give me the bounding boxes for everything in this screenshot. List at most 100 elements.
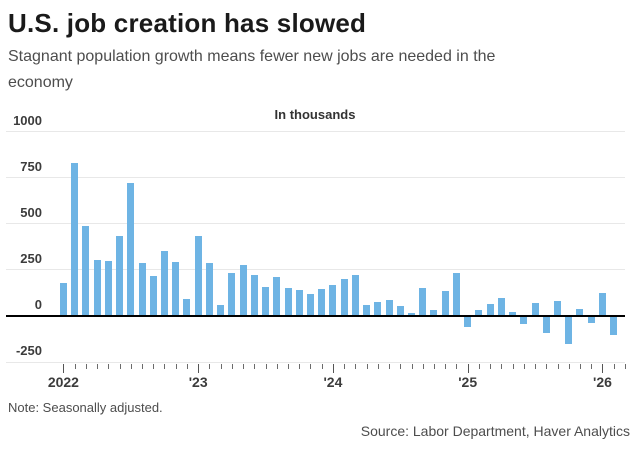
y-axis-label: 250 bbox=[20, 250, 42, 266]
x-tick bbox=[344, 364, 346, 369]
x-tick bbox=[535, 364, 537, 369]
x-tick bbox=[164, 364, 166, 369]
bar bbox=[217, 304, 225, 316]
source-text: Source: Labor Department, Haver Analytic… bbox=[360, 423, 630, 439]
x-axis-label: '25 bbox=[458, 374, 478, 390]
bar bbox=[486, 304, 494, 316]
x-tick bbox=[389, 364, 391, 369]
x-tick bbox=[153, 364, 155, 369]
bar bbox=[351, 274, 359, 316]
bar bbox=[116, 235, 124, 316]
x-tick bbox=[276, 364, 278, 369]
bar bbox=[329, 284, 337, 316]
gridline bbox=[6, 131, 625, 133]
x-tick bbox=[557, 364, 559, 369]
bar bbox=[172, 261, 180, 316]
chart-subtitle: Stagnant population growth means fewer n… bbox=[8, 48, 496, 91]
x-tick-major bbox=[63, 364, 65, 373]
x-tick-major bbox=[198, 364, 200, 373]
x-tick bbox=[254, 364, 256, 369]
note-text: Note: Seasonally adjusted. bbox=[8, 400, 163, 415]
x-tick bbox=[433, 364, 435, 369]
x-axis-label: 2022 bbox=[47, 374, 79, 390]
x-tick bbox=[624, 364, 626, 369]
bar bbox=[475, 309, 483, 316]
bar bbox=[183, 299, 191, 316]
x-tick bbox=[108, 364, 110, 369]
zero-axis-line bbox=[6, 315, 625, 317]
x-tick bbox=[85, 364, 87, 369]
bar bbox=[194, 235, 202, 316]
x-axis-label: '23 bbox=[188, 374, 208, 390]
bar bbox=[464, 317, 472, 328]
bar bbox=[71, 162, 79, 316]
bar bbox=[239, 265, 247, 316]
y-axis-label: 1000 bbox=[13, 112, 42, 128]
x-tick bbox=[186, 364, 188, 369]
bar bbox=[430, 309, 438, 316]
bar bbox=[149, 276, 157, 316]
x-tick bbox=[97, 364, 99, 369]
x-tick bbox=[546, 364, 548, 369]
y-axis-label: 750 bbox=[20, 158, 42, 174]
bar bbox=[160, 251, 168, 316]
bar bbox=[509, 312, 517, 316]
bar bbox=[138, 262, 146, 316]
bar bbox=[385, 300, 393, 316]
bar bbox=[565, 317, 573, 344]
x-tick-major bbox=[602, 364, 604, 373]
bar bbox=[273, 277, 281, 316]
x-tick bbox=[355, 364, 357, 369]
x-tick bbox=[231, 364, 233, 369]
x-tick bbox=[265, 364, 267, 369]
x-tick bbox=[400, 364, 402, 369]
bar bbox=[82, 225, 90, 316]
bar bbox=[576, 308, 584, 316]
bar bbox=[452, 272, 460, 316]
x-tick bbox=[591, 364, 593, 369]
x-tick bbox=[501, 364, 503, 369]
x-axis-label: '24 bbox=[323, 374, 343, 390]
bar bbox=[205, 262, 213, 316]
bar bbox=[531, 303, 539, 316]
bar bbox=[284, 288, 292, 316]
bar bbox=[587, 317, 595, 323]
bar bbox=[250, 275, 258, 316]
x-tick bbox=[288, 364, 289, 369]
bar bbox=[598, 292, 606, 316]
x-tick bbox=[310, 364, 312, 369]
bar bbox=[295, 290, 303, 316]
x-tick bbox=[321, 364, 323, 369]
bar bbox=[262, 287, 270, 316]
x-tick bbox=[411, 364, 413, 369]
x-tick bbox=[445, 364, 447, 369]
gridline bbox=[6, 269, 625, 271]
x-tick-major bbox=[332, 364, 334, 373]
bar bbox=[374, 302, 382, 316]
bar bbox=[306, 293, 314, 316]
x-tick bbox=[579, 364, 581, 369]
bar bbox=[419, 288, 427, 316]
x-tick bbox=[119, 364, 121, 369]
x-tick bbox=[377, 364, 379, 369]
bar bbox=[104, 260, 112, 316]
bar bbox=[396, 305, 404, 316]
bar bbox=[408, 313, 416, 316]
x-tick bbox=[175, 364, 177, 369]
bar bbox=[93, 259, 101, 316]
x-tick bbox=[220, 364, 222, 369]
x-tick bbox=[366, 364, 368, 369]
x-tick bbox=[456, 364, 458, 369]
x-axis-label: '26 bbox=[592, 374, 612, 390]
bar bbox=[228, 272, 236, 316]
bar bbox=[59, 282, 67, 316]
x-tick bbox=[568, 364, 570, 369]
bar bbox=[318, 289, 326, 316]
x-tick bbox=[613, 364, 615, 369]
y-axis-label: 500 bbox=[20, 204, 42, 220]
x-tick bbox=[478, 364, 480, 369]
y-axis-label: 0 bbox=[34, 297, 42, 312]
bar bbox=[520, 317, 528, 325]
x-tick bbox=[299, 364, 301, 369]
